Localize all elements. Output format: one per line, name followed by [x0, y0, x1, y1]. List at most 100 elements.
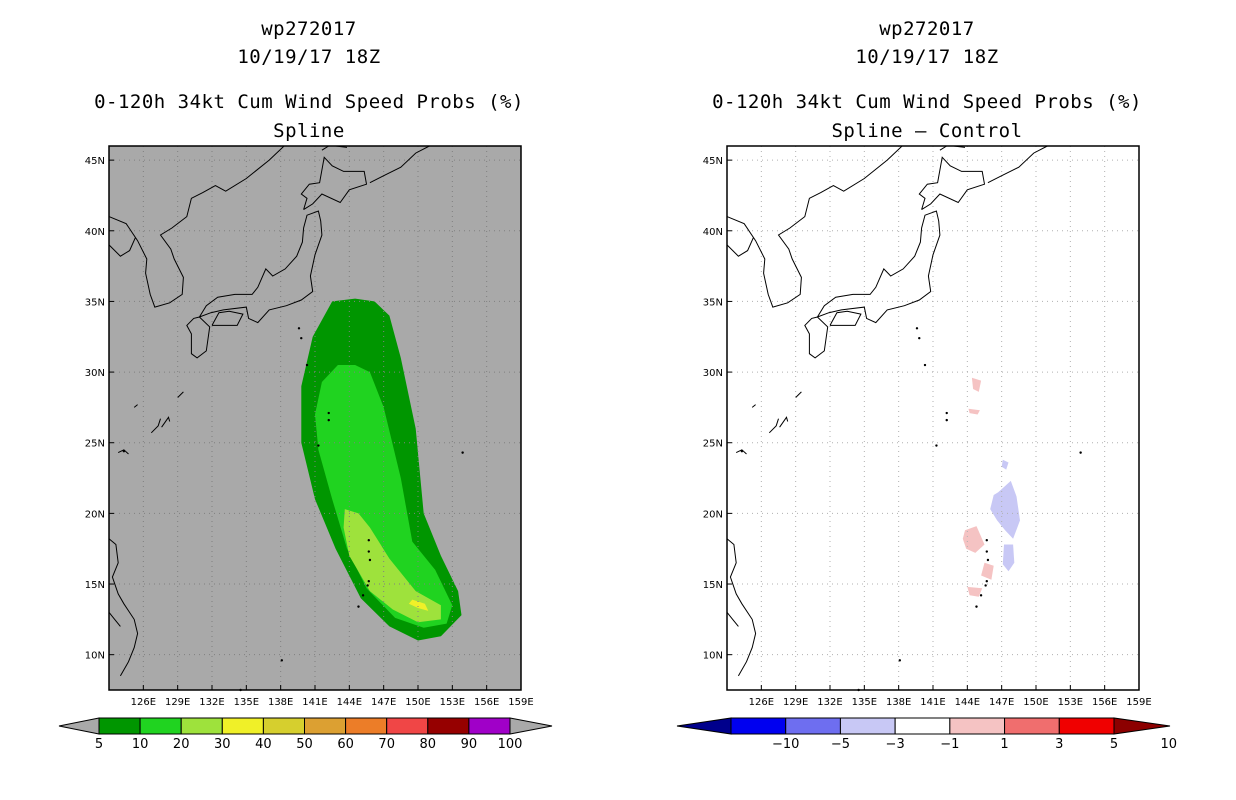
coastline-amami	[795, 391, 802, 398]
spline-probability-map: 126E 129E 132E 135E 138E 141E 144E 147E 150E 153E…	[58, 145, 553, 752]
colorbar-high-arrow	[509, 717, 553, 735]
island-marker	[985, 550, 988, 553]
island-marker	[985, 580, 988, 583]
y-tick-label: 45N	[703, 156, 723, 167]
x-tick-label: 129E	[783, 697, 808, 708]
x-tick-label: 129E	[165, 697, 190, 708]
colorbar-swatch	[1058, 717, 1115, 735]
coastline-philippines	[108, 538, 139, 677]
island-marker	[305, 363, 309, 367]
coastline-asia	[726, 145, 903, 308]
colorbar-low-arrow	[58, 717, 100, 735]
coastline-china	[108, 237, 136, 257]
colorbar-swatch	[730, 717, 787, 735]
island-marker	[361, 594, 365, 597]
datetime-title: 10/19/17 18Z	[855, 46, 999, 68]
island-marker	[327, 418, 330, 422]
x-tick-label: 138E	[886, 697, 911, 708]
island-marker	[918, 336, 921, 340]
colorbar-label: −3	[886, 737, 905, 752]
colorbar-label: 100	[498, 737, 523, 752]
x-tick-label: 126E	[749, 697, 774, 708]
x-tick-label: 132E	[817, 697, 842, 708]
y-tick-label: 35N	[85, 297, 105, 308]
coastline-shikoku	[829, 310, 862, 326]
x-tick-label: 138E	[268, 697, 293, 708]
island-marker	[923, 363, 927, 367]
coastline-amami	[177, 391, 184, 398]
left-panel: wp272017 10/19/17 18Z 0-120h 34kt Cum Wi…	[58, 18, 553, 752]
y-tick-label: 30N	[85, 368, 105, 379]
island-marker	[300, 336, 303, 340]
colorbar-label: 20	[173, 737, 190, 752]
colorbar-label: 3	[1055, 737, 1063, 752]
y-tick-label: 20N	[85, 509, 105, 520]
positive-diff-area	[981, 562, 994, 580]
island-marker	[979, 594, 983, 597]
island-marker	[366, 584, 369, 587]
colorbar-label: 5	[95, 737, 103, 752]
positive-diff-area	[968, 408, 980, 415]
island-marker	[357, 605, 360, 608]
coastline-honshu	[186, 210, 323, 359]
positive-diff-area	[962, 526, 985, 553]
coastline-honshu	[804, 210, 941, 359]
x-tick-label: 147E	[371, 697, 396, 708]
colorbar-swatch	[839, 717, 896, 735]
colorbar-label: 10	[132, 737, 149, 752]
colorbar-label: 80	[420, 737, 437, 752]
difference-map: 126E 129E 132E 135E 138E 141E 144E 147E 150E 153E…	[676, 145, 1177, 752]
x-tick-label: 135E	[852, 697, 877, 708]
colorbar-label: 5	[1110, 737, 1118, 752]
storm-id-title: wp272017	[879, 18, 975, 40]
coastline-hokkaido	[918, 156, 986, 211]
coastline-isle	[751, 404, 756, 408]
x-tick-label: 135E	[234, 697, 259, 708]
y-tick-label: 25N	[703, 439, 723, 450]
x-tick-label: 126E	[131, 697, 156, 708]
x-tick-label: 153E	[1058, 697, 1083, 708]
x-tick-label: 159E	[1126, 697, 1151, 708]
colorbar-swatch	[949, 717, 1006, 735]
colorbar-swatch	[304, 717, 347, 735]
x-tick-label: 156E	[474, 697, 499, 708]
colorbar-swatch	[894, 717, 951, 735]
colorbar-label: 70	[378, 737, 395, 752]
island-marker	[327, 411, 330, 415]
x-tick-label: 144E	[337, 697, 362, 708]
colorbar-swatch	[386, 717, 429, 735]
x-tick-label: 141E	[920, 697, 945, 708]
colorbar-swatch	[785, 717, 841, 735]
coastline-sakishima	[735, 449, 747, 455]
product-title: 0-120h 34kt Cum Wind Speed Probs (%)	[712, 91, 1142, 113]
y-tick-label: 40N	[85, 227, 105, 238]
colorbar-label: 1	[1000, 737, 1008, 752]
colorbar-low-arrow	[676, 717, 732, 735]
island-marker	[935, 444, 938, 447]
island-marker	[368, 558, 372, 562]
coastline-okinawa	[161, 416, 171, 428]
coastline-sakishima	[117, 449, 129, 455]
y-tick-label: 15N	[85, 580, 105, 591]
colorbar-swatch	[139, 717, 182, 735]
colorbar-label: 90	[461, 737, 478, 752]
negative-diff-area	[990, 480, 1020, 539]
y-tick-label: 45N	[85, 156, 105, 167]
colorbar-swatch	[427, 717, 470, 735]
colorbar-swatch	[468, 717, 511, 735]
coastline-asia	[108, 145, 285, 308]
negative-diff-area	[1002, 544, 1015, 572]
storm-id-title: wp272017	[261, 18, 357, 40]
x-tick-label: 144E	[955, 697, 980, 708]
island-marker	[367, 539, 370, 542]
island-marker	[945, 418, 948, 422]
colorbar-swatch	[1004, 717, 1060, 735]
coastline-china	[726, 237, 754, 257]
colorbar-label: −10	[772, 737, 799, 752]
colorbar-high-arrow	[1113, 717, 1171, 735]
contour-20pct	[343, 509, 441, 623]
x-tick-label: 147E	[989, 697, 1014, 708]
x-tick-label: 150E	[405, 697, 430, 708]
island-marker	[984, 584, 987, 587]
negative-diff-area	[1001, 459, 1009, 470]
